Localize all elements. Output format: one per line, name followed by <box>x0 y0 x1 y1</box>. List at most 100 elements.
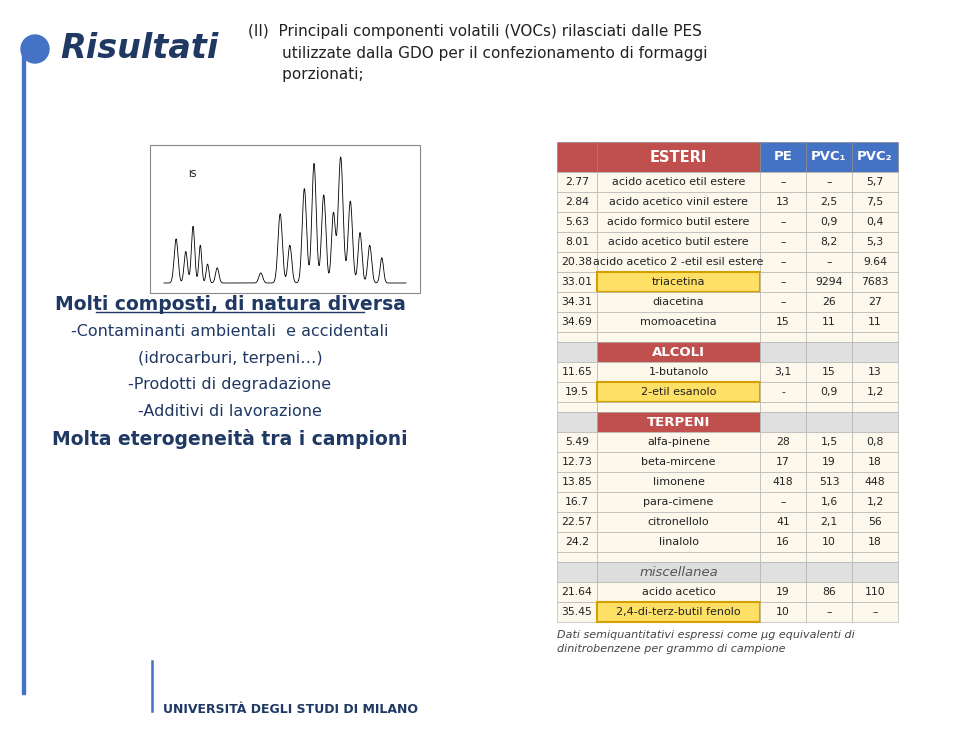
Bar <box>806 432 852 452</box>
Text: 15: 15 <box>776 317 790 327</box>
Text: –: – <box>780 177 785 187</box>
Text: 7683: 7683 <box>861 277 889 287</box>
Bar <box>806 172 852 192</box>
Text: 2.77: 2.77 <box>565 177 589 187</box>
Bar <box>760 252 806 272</box>
Text: ALCOLI: ALCOLI <box>652 345 705 359</box>
Text: –: – <box>780 217 785 227</box>
Bar <box>760 402 806 412</box>
Bar <box>806 452 852 472</box>
Text: 8.01: 8.01 <box>564 237 589 247</box>
Bar <box>557 432 597 452</box>
Bar <box>597 472 760 492</box>
Text: 20.38: 20.38 <box>562 257 592 267</box>
Text: 2-etil esanolo: 2-etil esanolo <box>641 387 716 397</box>
Bar <box>806 512 852 532</box>
Bar <box>806 362 852 382</box>
Text: 34.31: 34.31 <box>562 297 592 307</box>
Text: 5,7: 5,7 <box>866 177 883 187</box>
Bar <box>806 562 852 582</box>
Text: –: – <box>780 497 785 507</box>
Circle shape <box>21 35 49 63</box>
Text: 34.69: 34.69 <box>562 317 592 327</box>
Text: 10: 10 <box>822 537 836 547</box>
Bar <box>806 332 852 342</box>
Text: –: – <box>780 237 785 247</box>
Text: 448: 448 <box>865 477 885 487</box>
Bar <box>806 232 852 252</box>
Text: Risultati: Risultati <box>60 32 218 65</box>
Bar <box>597 432 760 452</box>
Bar <box>852 232 898 252</box>
Text: 19: 19 <box>822 457 836 467</box>
Bar <box>760 212 806 232</box>
Text: 5.63: 5.63 <box>565 217 589 227</box>
Text: miscellanea: miscellanea <box>639 565 718 578</box>
Bar <box>597 562 760 582</box>
Bar <box>852 362 898 382</box>
Bar <box>852 532 898 552</box>
Text: 18: 18 <box>868 537 882 547</box>
Text: 27: 27 <box>868 297 882 307</box>
Text: 1,2: 1,2 <box>866 497 883 507</box>
Text: acido acetico vinil estere: acido acetico vinil estere <box>609 197 748 207</box>
Bar <box>852 382 898 402</box>
Bar <box>760 432 806 452</box>
Text: 2,5: 2,5 <box>821 197 838 207</box>
Text: –: – <box>780 297 785 307</box>
Text: 11: 11 <box>868 317 882 327</box>
Bar <box>806 272 852 292</box>
Bar <box>760 192 806 212</box>
Bar <box>597 212 760 232</box>
Text: 9.64: 9.64 <box>863 257 887 267</box>
Bar <box>597 452 760 472</box>
Bar <box>557 332 597 342</box>
Bar <box>760 272 806 292</box>
Text: 35.45: 35.45 <box>562 607 592 617</box>
Bar <box>597 492 760 512</box>
Text: -: - <box>781 387 785 397</box>
Bar <box>557 582 597 602</box>
Bar <box>760 172 806 192</box>
Text: 513: 513 <box>819 477 839 487</box>
Bar <box>760 562 806 582</box>
Bar <box>760 452 806 472</box>
Bar <box>852 512 898 532</box>
Bar <box>557 272 597 292</box>
Text: 2,1: 2,1 <box>821 517 838 527</box>
Bar <box>760 412 806 432</box>
Bar <box>557 532 597 552</box>
Bar <box>806 532 852 552</box>
Bar <box>597 312 760 332</box>
Text: -Additivi di lavorazione: -Additivi di lavorazione <box>138 404 322 419</box>
Bar <box>597 552 760 562</box>
Bar <box>806 492 852 512</box>
Bar <box>597 532 760 552</box>
Text: 12.73: 12.73 <box>562 457 592 467</box>
Text: 3,1: 3,1 <box>775 367 792 377</box>
Bar <box>597 272 760 292</box>
Bar <box>852 332 898 342</box>
Text: PVC₂: PVC₂ <box>857 151 893 163</box>
Bar <box>760 362 806 382</box>
Bar <box>806 382 852 402</box>
Bar <box>852 342 898 362</box>
Text: 5.49: 5.49 <box>565 437 589 447</box>
Text: triacetina: triacetina <box>652 277 706 287</box>
Text: (idrocarburi, terpeni…): (idrocarburi, terpeni…) <box>137 351 323 366</box>
Text: 17: 17 <box>776 457 790 467</box>
Bar <box>597 332 760 342</box>
Text: linalolo: linalolo <box>659 537 699 547</box>
Bar <box>806 292 852 312</box>
Bar <box>597 342 760 362</box>
Text: PVC₁: PVC₁ <box>811 151 847 163</box>
Text: –: – <box>827 607 831 617</box>
Bar <box>806 472 852 492</box>
Bar <box>852 492 898 512</box>
Text: 418: 418 <box>773 477 793 487</box>
Bar <box>760 512 806 532</box>
Text: 13: 13 <box>868 367 882 377</box>
Bar <box>557 142 597 172</box>
Bar <box>760 142 806 172</box>
Text: 1,5: 1,5 <box>821 437 838 447</box>
